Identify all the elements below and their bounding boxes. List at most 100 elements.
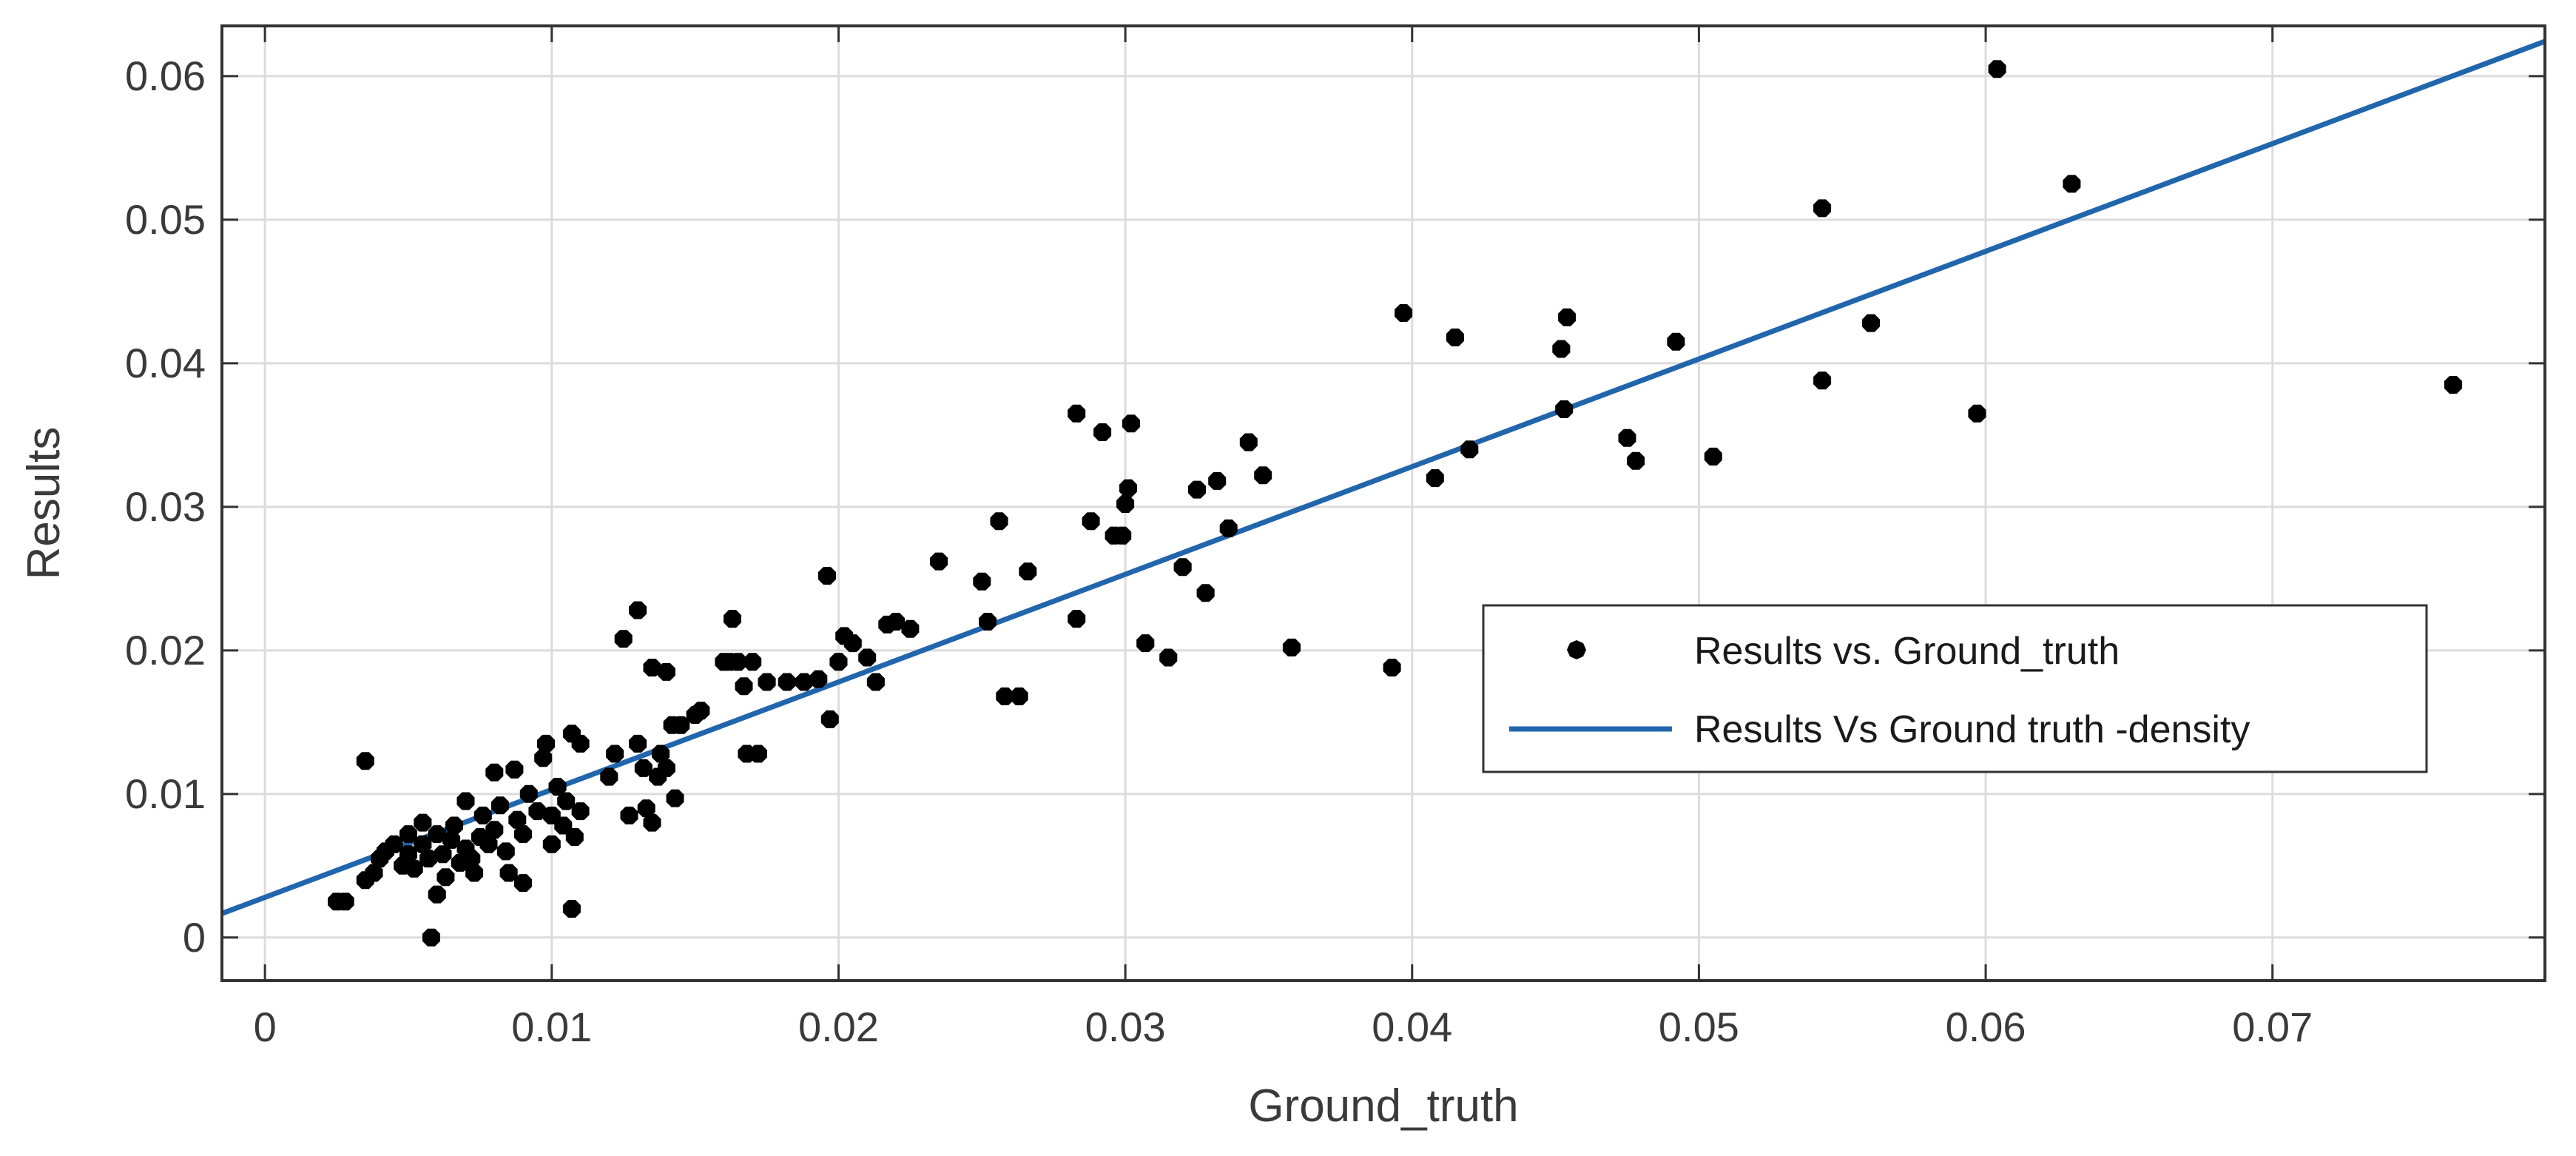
data-point [1010, 687, 1028, 705]
data-point [735, 677, 753, 696]
data-point [629, 734, 647, 753]
y-axis-ticks: 0 0.01 0.02 0.03 0.04 0.05 0.06 [125, 53, 2545, 961]
data-point [428, 885, 446, 904]
data-point [1813, 199, 1832, 218]
data-point [692, 702, 710, 720]
data-point [809, 670, 828, 688]
data-point [744, 653, 762, 671]
data-point [1862, 314, 1880, 332]
data-point [356, 752, 374, 770]
x-tick-label: 0.02 [798, 1004, 879, 1050]
data-point [817, 567, 836, 585]
data-point [442, 830, 461, 849]
data-point [996, 687, 1014, 705]
y-tick-label: 0.06 [125, 53, 206, 99]
data-point [399, 825, 417, 844]
data-point [479, 835, 498, 853]
data-point [979, 613, 997, 631]
legend-box [1482, 604, 2428, 773]
data-point [1068, 404, 1086, 423]
x-tick-label: 0.06 [1946, 1004, 2026, 1050]
data-point [758, 673, 776, 691]
data-point [505, 760, 524, 779]
data-point [1254, 466, 1272, 485]
data-point [1813, 372, 1832, 390]
data-point [643, 813, 661, 832]
data-point [657, 662, 675, 681]
data-point [1383, 659, 1401, 677]
data-point [1093, 423, 1112, 441]
data-point [643, 659, 661, 677]
data-point [1019, 562, 1037, 581]
x-tick-label: 0.05 [1659, 1004, 1739, 1050]
data-point [666, 789, 684, 807]
legend-label-line: Results Vs Ground truth -density [1694, 708, 2250, 751]
data-point [672, 716, 690, 734]
y-tick-label: 0.03 [125, 483, 206, 530]
y-tick-label: 0.02 [125, 627, 206, 673]
data-point [542, 806, 561, 824]
data-point [1988, 60, 2006, 78]
data-point [1159, 648, 1178, 667]
data-point [428, 825, 446, 844]
y-axis-title: Results [18, 427, 70, 580]
data-point [365, 864, 383, 882]
data-point [629, 601, 647, 619]
x-tick-label: 0.03 [1085, 1004, 1166, 1050]
data-point [414, 835, 432, 853]
data-point [1618, 429, 1636, 447]
legend: Results vs. Ground_truth Results Vs Grou… [1482, 604, 2428, 773]
data-point [1627, 451, 1645, 470]
data-point [1558, 308, 1577, 326]
data-point [571, 802, 590, 821]
legend-label-scatter: Results vs. Ground_truth [1694, 630, 2120, 673]
data-point [1460, 440, 1479, 459]
data-point [1426, 469, 1444, 488]
data-point [606, 745, 624, 763]
data-point [562, 900, 581, 918]
data-point [930, 552, 948, 571]
data-point [1555, 400, 1574, 418]
x-axis-ticks: 0 0.01 0.02 0.03 0.04 0.05 0.06 0.07 [254, 26, 2313, 1050]
data-point [1116, 495, 1135, 513]
legend-marker-scatter [1567, 640, 1586, 659]
data-point [485, 763, 504, 782]
data-point [514, 874, 532, 893]
data-point [534, 749, 553, 767]
data-point [422, 928, 440, 947]
y-tick-label: 0.05 [125, 196, 206, 243]
data-point [1282, 638, 1301, 656]
data-point [445, 816, 463, 835]
data-point [548, 778, 567, 796]
data-point [749, 745, 767, 763]
data-point [462, 850, 481, 868]
data-point [514, 825, 532, 844]
data-point [1446, 328, 1464, 346]
data-point [1122, 414, 1140, 433]
data-point [336, 893, 354, 911]
data-point [1704, 447, 1722, 466]
data-point [485, 821, 504, 839]
data-point [1219, 519, 1238, 537]
data-point [858, 648, 877, 667]
data-point [542, 835, 561, 853]
data-point [399, 845, 417, 864]
data-point [1188, 480, 1206, 499]
data-point [1208, 471, 1227, 490]
data-point [565, 828, 584, 846]
data-point [491, 796, 509, 815]
data-point [652, 745, 670, 763]
data-point [887, 613, 905, 631]
x-tick-label: 0.04 [1372, 1004, 1452, 1050]
data-point [820, 710, 839, 728]
y-tick-label: 0 [183, 914, 206, 961]
data-point [419, 850, 438, 868]
data-point [866, 673, 885, 691]
data-point [973, 572, 991, 591]
data-point [528, 802, 547, 821]
data-point [600, 767, 618, 786]
data-point [1196, 584, 1215, 602]
data-point [778, 673, 796, 691]
x-tick-label: 0 [254, 1004, 277, 1050]
x-axis-title: Ground_truth [1248, 1081, 1518, 1132]
